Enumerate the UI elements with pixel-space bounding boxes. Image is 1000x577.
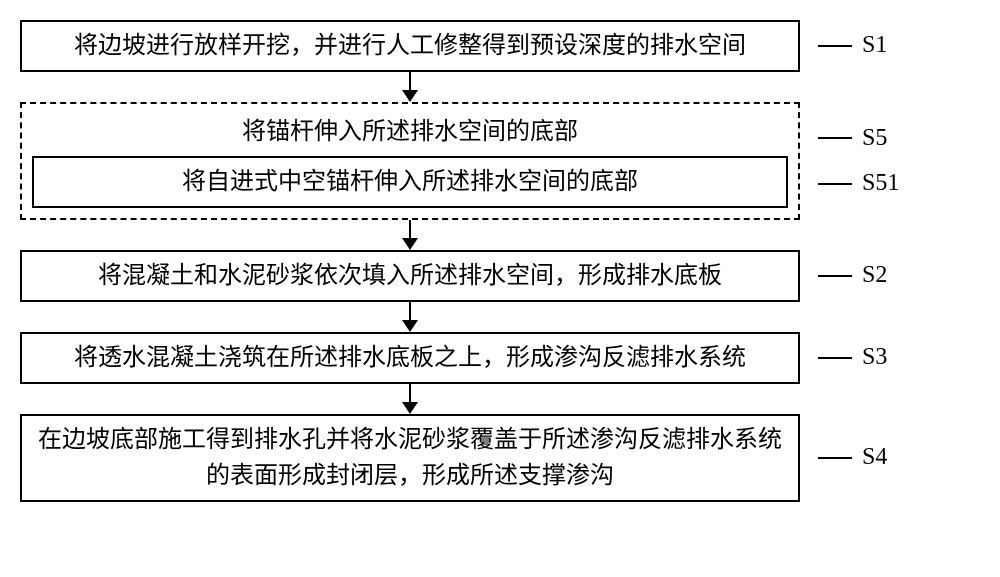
step-label: S3 <box>862 342 887 373</box>
step-row-s3: 将透水混凝土浇筑在所述排水底板之上，形成渗沟反滤排水系统 S3 <box>20 332 980 384</box>
step-title-s5: 将锚杆伸入所述排水空间的底部 <box>32 112 788 156</box>
label-line-icon <box>818 457 852 459</box>
step-label: S4 <box>862 442 887 473</box>
step-label: S5 <box>862 123 887 154</box>
step-row-s4: 在边坡底部施工得到排水孔并将水泥砂浆覆盖于所述渗沟反滤排水系统的表面形成封闭层，… <box>20 414 980 502</box>
arrow-row <box>20 72 980 102</box>
label-connector-s1: S1 <box>818 30 958 61</box>
label-connector-s4: S4 <box>818 442 958 473</box>
step-label: S2 <box>862 260 887 291</box>
step-box-s3: 将透水混凝土浇筑在所述排水底板之上，形成渗沟反滤排水系统 <box>20 332 800 384</box>
step-box-s4: 在边坡底部施工得到排水孔并将水泥砂浆覆盖于所述渗沟反滤排水系统的表面形成封闭层，… <box>20 414 800 502</box>
step-group-s5: 将锚杆伸入所述排水空间的底部 将自进式中空锚杆伸入所述排水空间的底部 <box>20 102 800 220</box>
step-text: 将边坡进行放样开挖，并进行人工修整得到预设深度的排水空间 <box>74 33 746 59</box>
label-line-icon <box>818 137 852 139</box>
step-label: S1 <box>862 30 887 61</box>
step-label: S51 <box>862 168 899 199</box>
label-line-icon <box>818 183 852 185</box>
step-row-s2: 将混凝土和水泥砂浆依次填入所述排水空间，形成排水底板 S2 <box>20 250 980 302</box>
label-line-icon <box>818 45 852 47</box>
step-text: 在边坡底部施工得到排水孔并将水泥砂浆覆盖于所述渗沟反滤排水系统的表面形成封闭层，… <box>38 427 782 489</box>
step-row-s5: 将锚杆伸入所述排水空间的底部 将自进式中空锚杆伸入所述排水空间的底部 S5 S5… <box>20 102 980 220</box>
label-connector-s5: S5 <box>818 123 958 154</box>
arrow-row <box>20 220 980 250</box>
step-text: 将混凝土和水泥砂浆依次填入所述排水空间，形成排水底板 <box>98 263 722 289</box>
step-inner-s51: 将自进式中空锚杆伸入所述排水空间的底部 <box>32 156 788 208</box>
step-row-s1: 将边坡进行放样开挖，并进行人工修整得到预设深度的排水空间 S1 <box>20 20 980 72</box>
step-box-s1: 将边坡进行放样开挖，并进行人工修整得到预设深度的排水空间 <box>20 20 800 72</box>
label-line-icon <box>818 275 852 277</box>
label-connector-s51: S51 <box>818 168 958 199</box>
step-text: 将自进式中空锚杆伸入所述排水空间的底部 <box>182 169 638 195</box>
flowchart: 将边坡进行放样开挖，并进行人工修整得到预设深度的排水空间 S1 将锚杆伸入所述排… <box>20 20 980 502</box>
arrow-row <box>20 302 980 332</box>
label-connector-s2: S2 <box>818 260 958 291</box>
arrow-row <box>20 384 980 414</box>
step-text: 将透水混凝土浇筑在所述排水底板之上，形成渗沟反滤排水系统 <box>74 345 746 371</box>
step-box-s2: 将混凝土和水泥砂浆依次填入所述排水空间，形成排水底板 <box>20 250 800 302</box>
label-line-icon <box>818 357 852 359</box>
label-connector-s3: S3 <box>818 342 958 373</box>
